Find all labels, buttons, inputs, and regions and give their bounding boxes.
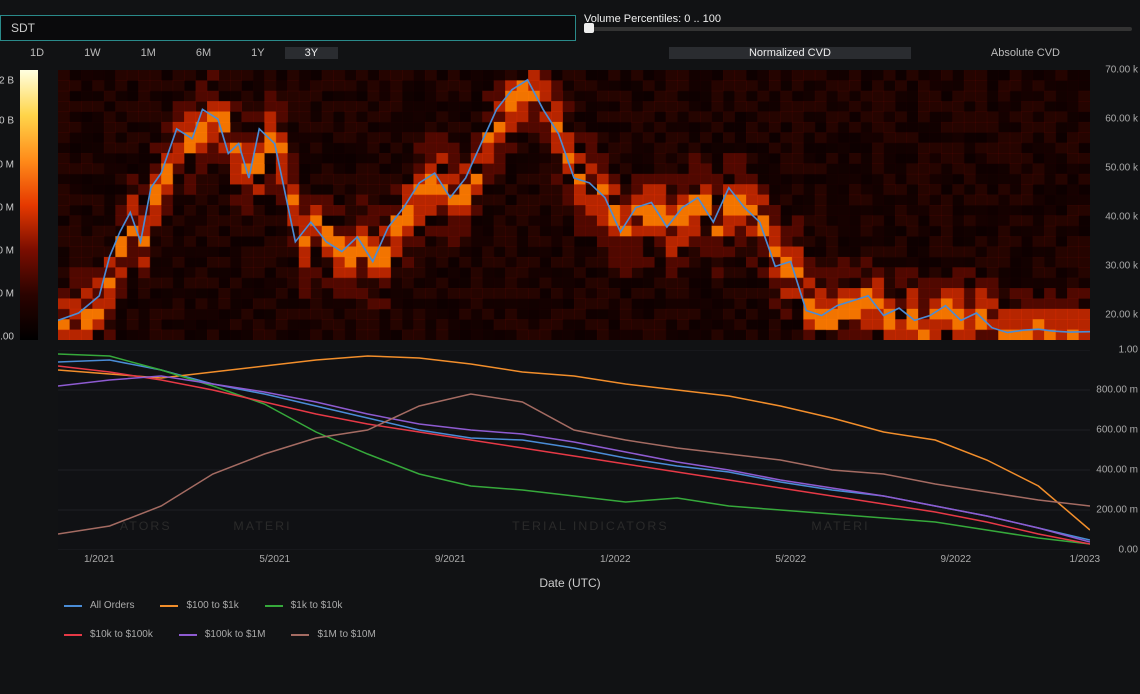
main: 1D1W1M6M1Y3Y Normalized CVDAbsolute CVD .…	[0, 42, 1140, 694]
chart-area: .12 B .10 B 0 M 0 M 0 M 0 M .00 70.00 k 60.00 k…	[0, 64, 1140, 694]
colorbar-tick: .12 B	[0, 75, 14, 86]
legend-label: $100k to $1M	[205, 629, 266, 640]
price-tick: 30.00 k	[1105, 261, 1138, 272]
heat-colorbar	[20, 70, 38, 340]
cvd-tick: 200.00 m	[1096, 505, 1138, 516]
x-tick: 1/2021	[84, 554, 115, 565]
x-tick: 5/2022	[775, 554, 806, 565]
volume-percentile-slider[interactable]	[584, 27, 1132, 31]
colorbar-labels: .12 B .10 B 0 M 0 M 0 M 0 M .00	[0, 70, 16, 340]
x-axis-label: Date (UTC)	[0, 576, 1140, 590]
legend-label: $1k to $10k	[291, 600, 343, 611]
range-tab-1m[interactable]: 1M	[121, 47, 176, 59]
range-tabs: 1D1W1M6M1Y3Y Normalized CVDAbsolute CVD	[0, 42, 1140, 64]
cvd-tick: 400.00 m	[1096, 465, 1138, 476]
colorbar-tick: 0 M	[0, 245, 14, 256]
cvd-y-axis: 1.00800.00 m600.00 m400.00 m200.00 m0.00	[1092, 350, 1140, 550]
svg-text:MATERI: MATERI	[811, 519, 869, 533]
legend-item[interactable]: $1M to $10M	[291, 629, 375, 640]
legend-item[interactable]: $100 to $1k	[160, 600, 238, 611]
colorbar-tick: .10 B	[0, 116, 14, 127]
colorbar-tick: .00	[0, 332, 14, 343]
cvd-tick: 800.00 m	[1096, 385, 1138, 396]
x-tick: 5/2021	[259, 554, 290, 565]
x-tick: 9/2022	[941, 554, 972, 565]
legend-swatch	[160, 605, 178, 607]
top-bar: Volume Percentiles: 0 .. 100	[0, 0, 1140, 42]
range-tab-6m[interactable]: 6M	[176, 47, 231, 59]
legend-label: $100 to $1k	[186, 600, 238, 611]
x-tick: 9/2021	[435, 554, 466, 565]
symbol-input[interactable]	[0, 15, 576, 41]
cvd-tab-normalized-cvd[interactable]: Normalized CVD	[669, 47, 911, 59]
cvd-panel: ATORS MATERI TERIAL INDICATORS MATERI	[58, 350, 1090, 550]
heatmap-svg	[58, 70, 1090, 340]
legend: All Orders $100 to $1k $1k to $10k $10k to …	[58, 600, 1090, 640]
heatmap-panel	[58, 70, 1090, 340]
x-tick: 1/2022	[600, 554, 631, 565]
price-y-axis: 70.00 k60.00 k50.00 k40.00 k30.00 k20.00…	[1092, 70, 1140, 340]
colorbar-tick: 0 M	[0, 202, 14, 213]
svg-text:ATORS: ATORS	[120, 519, 172, 533]
legend-item[interactable]: $1k to $10k	[265, 600, 343, 611]
price-tick: 40.00 k	[1105, 212, 1138, 223]
cvd-tick: 600.00 m	[1096, 425, 1138, 436]
volume-percentile-label: Volume Percentiles: 0 .. 100	[584, 13, 1132, 25]
x-tick: 1/2023	[1070, 554, 1101, 565]
range-tab-1d[interactable]: 1D	[10, 47, 64, 59]
colorbar-tick: 0 M	[0, 289, 14, 300]
range-tab-3y[interactable]: 3Y	[285, 47, 338, 59]
cvd-svg: ATORS MATERI TERIAL INDICATORS MATERI	[58, 350, 1090, 550]
range-tab-1w[interactable]: 1W	[64, 47, 121, 59]
colorbar-tick: 0 M	[0, 159, 14, 170]
legend-item[interactable]: $10k to $100k	[64, 629, 153, 640]
legend-item[interactable]: All Orders	[64, 600, 134, 611]
legend-label: All Orders	[90, 600, 134, 611]
range-tab-1y[interactable]: 1Y	[231, 47, 284, 59]
cvd-tick: 0.00	[1119, 545, 1138, 556]
price-tick: 70.00 k	[1105, 65, 1138, 76]
x-axis: 1/20215/20219/20211/20225/20229/20221/20…	[58, 554, 1090, 570]
legend-swatch	[64, 634, 82, 636]
price-tick: 20.00 k	[1105, 310, 1138, 321]
legend-swatch	[179, 634, 197, 636]
legend-item[interactable]: $100k to $1M	[179, 629, 266, 640]
price-tick: 60.00 k	[1105, 114, 1138, 125]
svg-text:TERIAL INDICATORS: TERIAL INDICATORS	[512, 519, 669, 533]
legend-label: $10k to $100k	[90, 629, 153, 640]
legend-label: $1M to $10M	[317, 629, 375, 640]
svg-text:MATERI: MATERI	[233, 519, 291, 533]
cvd-tab-absolute-cvd[interactable]: Absolute CVD	[911, 47, 1140, 59]
legend-swatch	[291, 634, 309, 636]
cvd-tick: 1.00	[1119, 345, 1138, 356]
volume-percentile-control[interactable]: Volume Percentiles: 0 .. 100	[584, 13, 1132, 31]
legend-swatch	[265, 605, 283, 607]
legend-swatch	[64, 605, 82, 607]
price-tick: 50.00 k	[1105, 163, 1138, 174]
